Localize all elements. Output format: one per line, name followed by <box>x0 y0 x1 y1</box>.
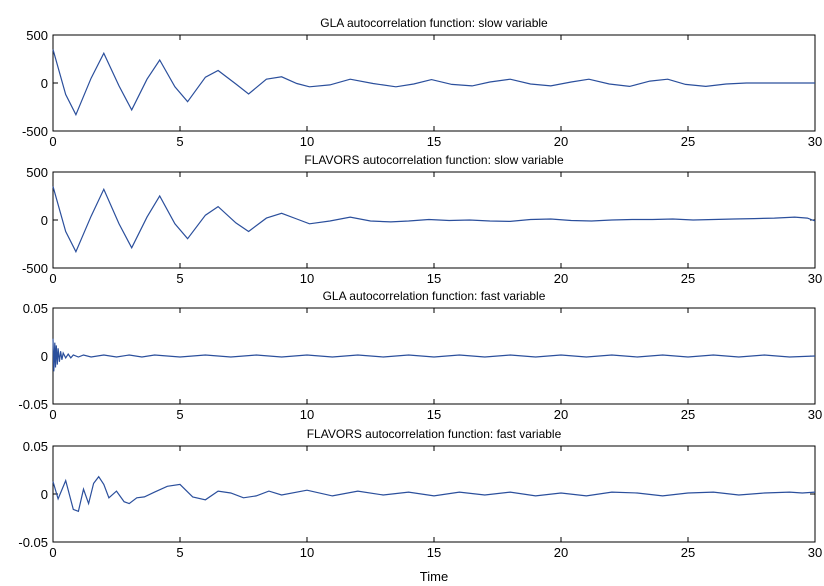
x-tick-label: 30 <box>808 407 822 422</box>
x-tick-label: 10 <box>300 134 314 149</box>
x-tick-label: 20 <box>554 271 568 286</box>
x-tick-label: 10 <box>300 545 314 560</box>
x-tick-label: 15 <box>427 545 441 560</box>
series-line <box>52 475 816 513</box>
y-tick-label: 0.05 <box>23 301 48 316</box>
x-tick-label: 15 <box>427 271 441 286</box>
subplot-title: GLA autocorrelation function: slow varia… <box>320 16 548 30</box>
y-tick-label: 0.05 <box>23 439 48 454</box>
y-tick-label: -500 <box>22 261 48 276</box>
x-tick-label: 30 <box>808 545 822 560</box>
subplot-title: FLAVORS autocorrelation function: slow v… <box>304 153 564 167</box>
x-tick-label: 25 <box>681 134 695 149</box>
x-tick-label: 0 <box>49 545 56 560</box>
x-tick-label: 0 <box>49 134 56 149</box>
y-tick-label: 0 <box>41 213 48 228</box>
subplot-title: FLAVORS autocorrelation function: fast v… <box>307 427 562 441</box>
x-tick-label: 20 <box>554 134 568 149</box>
x-tick-label: 10 <box>300 271 314 286</box>
subplot-3: GLA autocorrelation function: fast varia… <box>18 289 822 422</box>
axes-frame <box>52 445 816 543</box>
series-line <box>52 186 816 254</box>
y-tick-label: -0.05 <box>18 397 48 412</box>
subplots: GLA autocorrelation function: slow varia… <box>18 16 822 560</box>
x-tick-label: 30 <box>808 271 822 286</box>
subplot-1: GLA autocorrelation function: slow varia… <box>22 16 822 149</box>
x-tick-label: 30 <box>808 134 822 149</box>
x-tick-label: 5 <box>176 407 183 422</box>
x-tick-label: 5 <box>176 545 183 560</box>
y-tick-label: 500 <box>26 165 48 180</box>
y-tick-label: -0.05 <box>18 535 48 550</box>
x-tick-label: 25 <box>681 545 695 560</box>
x-tick-label: 25 <box>681 407 695 422</box>
x-tick-label: 25 <box>681 271 695 286</box>
subplot-2: FLAVORS autocorrelation function: slow v… <box>22 153 822 286</box>
y-tick-label: 500 <box>26 28 48 43</box>
axes-frame <box>52 34 816 132</box>
series-line <box>52 338 816 372</box>
x-tick-label: 10 <box>300 407 314 422</box>
series-line <box>52 49 815 117</box>
x-tick-label: 20 <box>554 407 568 422</box>
subplot-4: FLAVORS autocorrelation function: fast v… <box>18 427 822 560</box>
subplot-title: GLA autocorrelation function: fast varia… <box>323 289 546 303</box>
x-tick-label: 0 <box>49 271 56 286</box>
y-tick-label: 0 <box>41 349 48 364</box>
y-tick-label: -500 <box>22 124 48 139</box>
x-tick-label: 15 <box>427 134 441 149</box>
x-tick-label: 15 <box>427 407 441 422</box>
x-tick-label: 20 <box>554 545 568 560</box>
x-tick-label: 5 <box>176 271 183 286</box>
x-tick-label: 5 <box>176 134 183 149</box>
y-tick-label: 0 <box>41 76 48 91</box>
figure-xlabel: Time <box>420 569 448 584</box>
y-tick-label: 0 <box>41 487 48 502</box>
x-tick-label: 0 <box>49 407 56 422</box>
